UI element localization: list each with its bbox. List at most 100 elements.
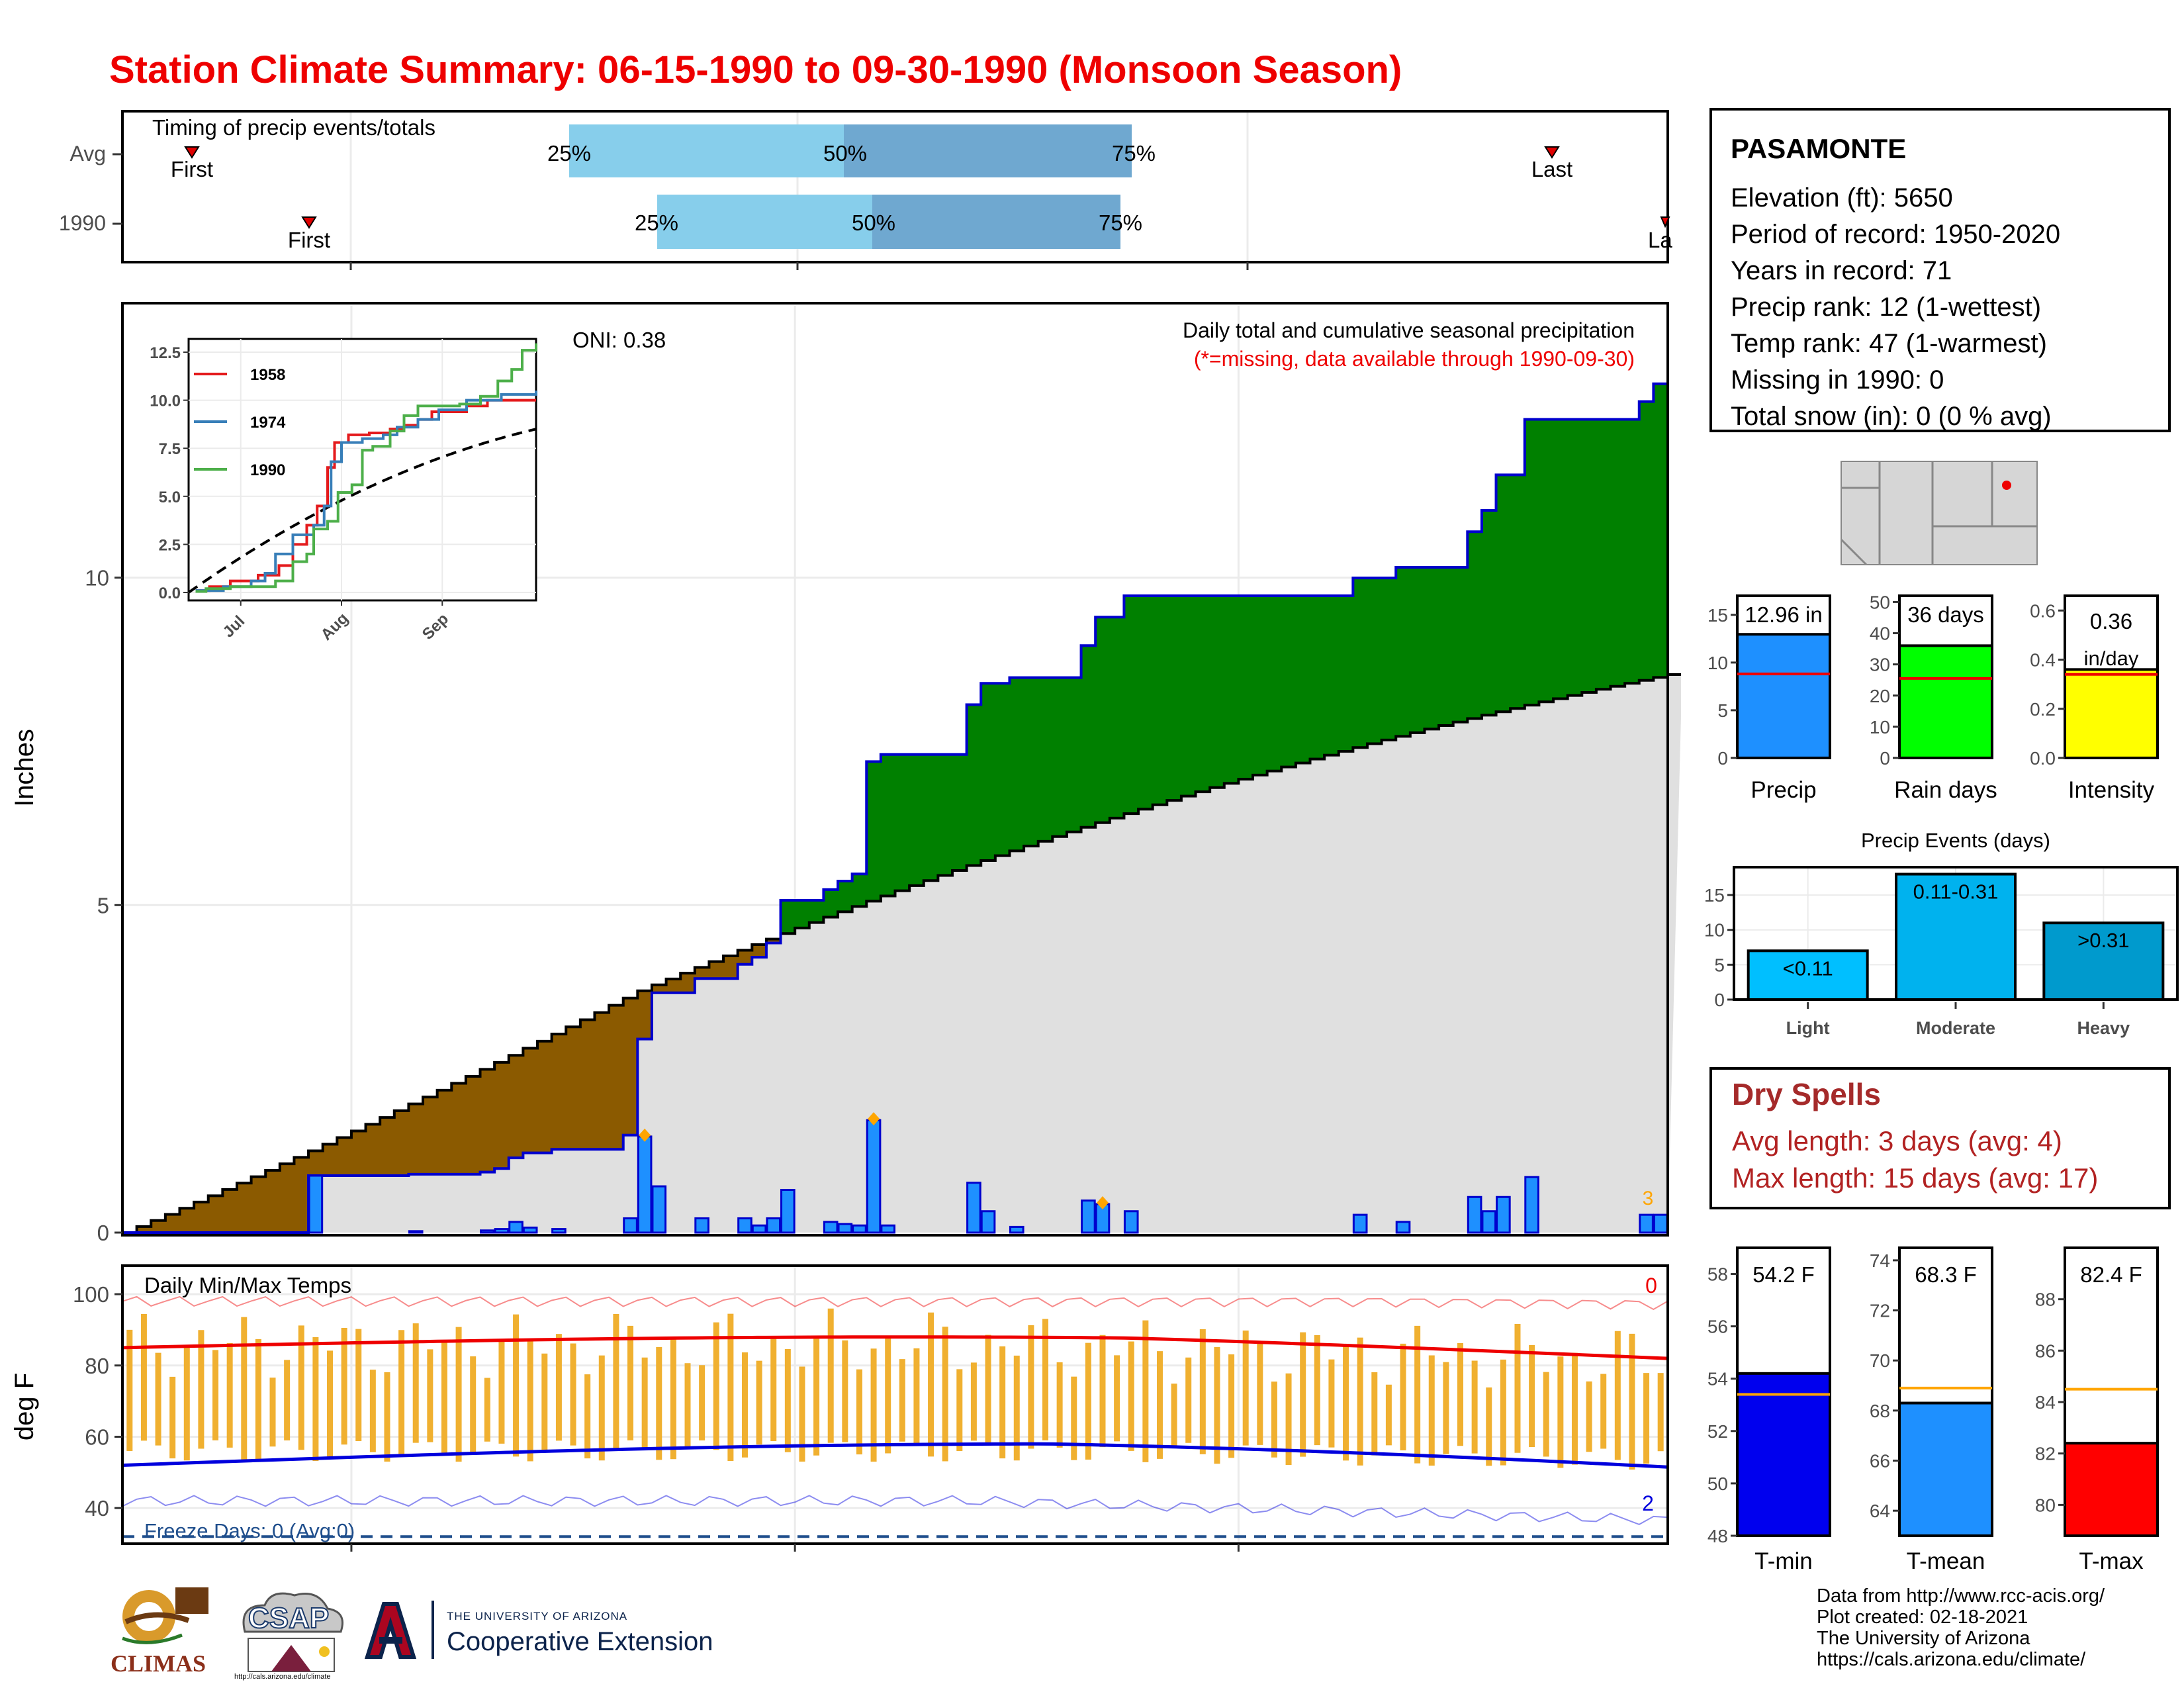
tmean-value-label: 68.3 F	[1915, 1262, 1977, 1287]
tmean-name: T-mean	[1907, 1548, 1985, 1574]
temp-y-tick-label: 40	[85, 1496, 109, 1521]
daily-precip-bar	[1524, 1176, 1539, 1234]
locator-map	[1840, 461, 2038, 566]
temp-panel-label: Daily Min/Max Temps	[144, 1273, 351, 1297]
cold-days-count: 2	[1642, 1491, 1654, 1515]
intensity-value-bar	[2064, 668, 2159, 759]
obs-last-label: La	[1648, 228, 1672, 252]
main-y-label: Inches	[10, 729, 39, 807]
station-snow: Total snow (in): 0 (0 % avg)	[1731, 402, 2052, 431]
precip-name: Precip	[1751, 777, 1816, 803]
daily-precip-bar	[1467, 1196, 1482, 1234]
csap-logo: CSAP http://cals.arizona.edu/climate	[232, 1585, 351, 1685]
obs-q75-label: 75%	[1099, 211, 1142, 235]
inset-series-1974	[195, 391, 537, 592]
avg-first-label: First	[171, 157, 213, 181]
avg-first-marker	[184, 146, 200, 159]
precip-tick-label: 0	[1717, 748, 1728, 769]
daily-precip-bar	[823, 1221, 839, 1234]
events-category-label: Light	[1786, 1018, 1830, 1038]
page-title: Station Climate Summary: 06-15-1990 to 0…	[109, 48, 1402, 91]
footer-plot-created: Plot created: 02-18-2021	[1817, 1607, 2028, 1628]
inset-y-tick-label: 2.5	[159, 536, 181, 554]
precip-value-label: 12.96 in	[1745, 602, 1822, 627]
daily-precip-bar	[1395, 1221, 1411, 1234]
precip-tick-label: 15	[1707, 605, 1728, 626]
record-min-line	[122, 1495, 1668, 1525]
gauge-rain_days: 0 10 20 30 40 50 36 days Rain days	[1870, 592, 1997, 803]
tmean-tick-label: 68	[1870, 1401, 1890, 1421]
temp-y-tick-label: 60	[85, 1425, 109, 1449]
tmax-tick-label: 80	[2035, 1495, 2056, 1515]
daily-precip-bar	[880, 1224, 896, 1234]
temp-gauge-tmean: 64 66 68 70 72 74 68.3 F T-mean	[1870, 1246, 1993, 1574]
heavy-precip-marker	[868, 1112, 880, 1126]
observed-cumulative-line	[122, 382, 1668, 1234]
inset-legend-label: 1958	[250, 366, 285, 384]
dry-max-length: Max length: 15 days (avg: 17)	[1732, 1162, 2099, 1194]
climas-logo-text: CLIMAS	[111, 1650, 206, 1677]
inset-x-tick-label: Sep	[419, 610, 452, 643]
tmax-tick-label: 86	[2035, 1340, 2056, 1361]
ua-logo	[361, 1601, 420, 1660]
daily-precip-bar	[966, 1182, 981, 1234]
rain_days-tick-label: 10	[1870, 717, 1890, 737]
events-bar-light	[1747, 949, 1869, 1002]
daily-precip-bar	[1009, 1225, 1024, 1234]
tmin-tick-label: 50	[1707, 1474, 1728, 1494]
intensity-tick-label: 0.4	[2030, 650, 2056, 671]
main-y-tick-label: 5	[97, 893, 109, 917]
ua-logo-bottom-text: Cooperative Extension	[447, 1627, 713, 1656]
avg-min-line	[122, 1442, 1668, 1469]
events-tick-label: 0	[1714, 990, 1725, 1010]
daily-precip-bar	[737, 1217, 752, 1234]
freeze-days-label: Freeze Days: 0 (Avg:0)	[144, 1519, 355, 1542]
station-precip-rank: Precip rank: 12 (1-wettest)	[1731, 293, 2042, 322]
daily-precip-bar	[1123, 1210, 1139, 1234]
normal-cumulative-line	[122, 673, 1681, 1234]
temp-gauges: 48 50 52 54 56 58 54.2 F T-min 64 66 68 70 72 74 68.3 …	[1707, 1246, 2159, 1574]
tmin-tick-label: 48	[1707, 1526, 1728, 1546]
avg-q50-q75-bar	[844, 124, 1132, 177]
daily-precip-bar	[1496, 1196, 1511, 1234]
precip-events-chart: Precip Events (days) 0 5 10 15 <0.11 Light 0.1…	[1704, 829, 2179, 1038]
ua-logo-divider	[432, 1601, 434, 1659]
events-bar-heavy	[2042, 921, 2165, 1001]
end-count: 3	[1643, 1188, 1654, 1209]
climas-logo: CLIMAS	[109, 1582, 215, 1681]
below-normal-area	[136, 939, 781, 1233]
obs-first-marker	[301, 216, 317, 229]
inset-average-line	[187, 428, 537, 594]
csap-url: http://cals.arizona.edu/climate	[234, 1673, 331, 1681]
daily-precip-bar	[637, 1135, 653, 1234]
rain_days-tick-label: 20	[1870, 686, 1890, 706]
temp-y-tick-label: 100	[73, 1282, 109, 1307]
events-bar-label: <0.11	[1783, 957, 1833, 980]
daily-precip-bar	[308, 1174, 324, 1234]
intensity-tick-label: 0.2	[2030, 699, 2056, 720]
dry-spells-box: Dry Spells Avg length: 3 days (avg: 4) M…	[1709, 1067, 2171, 1209]
inset-x-tick-label: Aug	[318, 610, 352, 644]
obs-last-marker	[1660, 216, 1670, 228]
daily-precip-bar	[852, 1224, 867, 1234]
tmax-value-label: 82.4 F	[2080, 1262, 2142, 1287]
events-tick-label: 5	[1714, 955, 1725, 975]
footer-data-source: Data from http://www.rcc-acis.org/	[1817, 1585, 2105, 1607]
station-period: Period of record: 1950-2020	[1731, 220, 2061, 249]
daily-precip-bar	[508, 1221, 523, 1234]
daily-precip-bar	[480, 1229, 495, 1234]
tmin-tick-label: 52	[1707, 1421, 1728, 1442]
daily-precip-bar	[751, 1224, 767, 1234]
tmax-name: T-max	[2079, 1548, 2144, 1574]
daily-precip-markers	[639, 1112, 1109, 1210]
tmean-tick-label: 72	[1870, 1301, 1890, 1321]
station-name: PASAMONTE	[1731, 133, 1907, 164]
obs-first-label: First	[288, 228, 330, 252]
tmin-value-label: 54.2 F	[1752, 1262, 1815, 1287]
tmean-tick-label: 64	[1870, 1501, 1890, 1521]
tmax-value-bar	[2064, 1442, 2159, 1537]
rain_days-tick-label: 30	[1870, 655, 1890, 675]
tmean-tick-label: 74	[1870, 1250, 1890, 1271]
intensity-tick-label: 0.0	[2030, 748, 2056, 769]
